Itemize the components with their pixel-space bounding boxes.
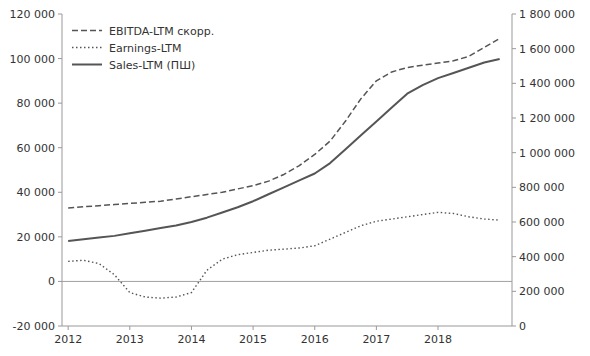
legend-swatch bbox=[72, 30, 102, 32]
y2-tick bbox=[512, 118, 516, 119]
y2-tick-label: 1 600 000 bbox=[519, 43, 575, 56]
y-axis-line bbox=[62, 14, 63, 326]
y2-tick bbox=[512, 152, 516, 153]
y-tick-label: -20 000 bbox=[13, 320, 55, 333]
legend: EBITDA-LTM скорр. Earnings-LTM Sales-LTM (… bbox=[72, 25, 214, 72]
y-tick bbox=[58, 326, 62, 327]
legend-label: Sales-LTM (ПШ) bbox=[109, 59, 195, 72]
x-tick-label: 2014 bbox=[177, 333, 205, 346]
y2-tick-label: 1 800 000 bbox=[519, 8, 575, 21]
y2-tick-label: 200 000 bbox=[519, 285, 565, 298]
y2-tick bbox=[512, 187, 516, 188]
zero-line bbox=[62, 281, 512, 282]
x-tick-label: 2015 bbox=[239, 333, 267, 346]
x-tick bbox=[129, 326, 130, 330]
y-tick bbox=[58, 281, 62, 282]
x-tick-label: 2018 bbox=[424, 333, 452, 346]
x-tick-label: 2016 bbox=[301, 333, 329, 346]
y2-tick bbox=[512, 14, 516, 15]
y2-tick-label: 800 000 bbox=[519, 181, 565, 194]
y2-tick-label: 1 200 000 bbox=[519, 112, 575, 125]
plot-area bbox=[68, 39, 500, 299]
series-line bbox=[68, 39, 500, 208]
x-tick bbox=[253, 326, 254, 330]
y-tick-label: 20 000 bbox=[17, 231, 56, 244]
y-tick bbox=[58, 192, 62, 193]
y2-tick-label: 600 000 bbox=[519, 216, 565, 229]
y-tick-label: 100 000 bbox=[10, 53, 56, 66]
y-tick-label: 80 000 bbox=[17, 97, 56, 110]
y2-tick-label: 1 000 000 bbox=[519, 147, 575, 160]
y2-tick bbox=[512, 48, 516, 49]
y-tick bbox=[58, 14, 62, 15]
x-tick-label: 2013 bbox=[116, 333, 144, 346]
y2-tick bbox=[512, 83, 516, 84]
y2-tick bbox=[512, 326, 516, 327]
legend-label: EBITDA-LTM скорр. bbox=[109, 25, 214, 38]
y-tick-label: 60 000 bbox=[17, 142, 56, 155]
y2-tick-label: 0 bbox=[519, 320, 526, 333]
y2-tick-label: 1 400 000 bbox=[519, 77, 575, 90]
y2-tick bbox=[512, 222, 516, 223]
x-tick bbox=[376, 326, 377, 330]
y-tick-label: 120 000 bbox=[10, 8, 56, 21]
y-tick bbox=[58, 147, 62, 148]
x-tick-label: 2012 bbox=[54, 333, 82, 346]
x-tick bbox=[191, 326, 192, 330]
x-tick bbox=[438, 326, 439, 330]
y-tick bbox=[58, 103, 62, 104]
x-tick-label: 2017 bbox=[362, 333, 390, 346]
legend-label: Earnings-LTM bbox=[109, 42, 182, 55]
axes: -20 000 0 20 000 40 000 60 000 80 000 100 000 1… bbox=[10, 8, 575, 346]
y2-axis-line bbox=[512, 14, 513, 326]
series-line bbox=[68, 212, 500, 298]
legend-swatch bbox=[72, 64, 102, 66]
y2-tick-label: 400 000 bbox=[519, 251, 565, 264]
series-line bbox=[68, 59, 500, 241]
y2-tick bbox=[512, 256, 516, 257]
x-tick bbox=[68, 326, 69, 330]
legend-swatch bbox=[72, 47, 102, 48]
y-tick bbox=[58, 236, 62, 237]
y2-tick bbox=[512, 291, 516, 292]
chart: -20 000 0 20 000 40 000 60 000 80 000 100 000 1… bbox=[0, 0, 590, 356]
y-tick-label: 0 bbox=[48, 275, 55, 288]
y-tick-label: 40 000 bbox=[17, 186, 56, 199]
y-tick bbox=[58, 58, 62, 59]
x-tick bbox=[314, 326, 315, 330]
